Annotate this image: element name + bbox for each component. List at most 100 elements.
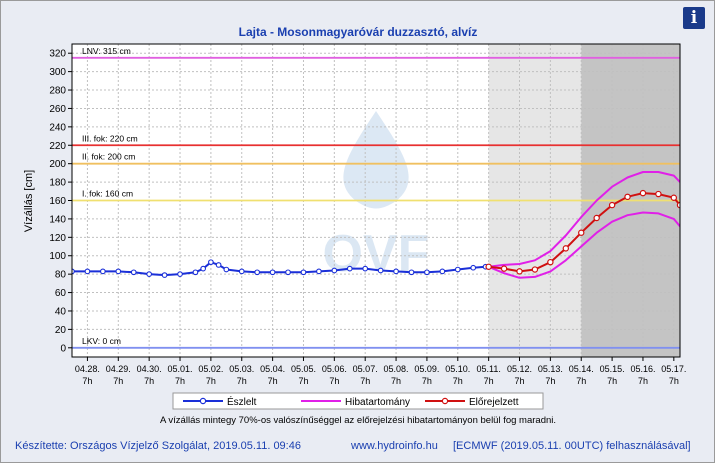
- info-button[interactable]: i: [683, 7, 705, 29]
- x-tick-label-date: 05.08.: [384, 364, 409, 374]
- x-tick-label-hour: 7h: [360, 376, 370, 386]
- x-tick-label-hour: 7h: [206, 376, 216, 386]
- forecast-point: [562, 245, 570, 252]
- legend-label-0: Észlelt: [227, 395, 257, 408]
- observed-point: [84, 268, 91, 275]
- x-tick-label-hour: 7h: [484, 376, 494, 386]
- x-tick-label-date: 05.02.: [198, 364, 223, 374]
- info-icon: i: [690, 8, 698, 28]
- x-tick-label-hour: 7h: [607, 376, 617, 386]
- forecast-point: [485, 263, 492, 270]
- ref-label-level2: II. fok: 200 cm: [82, 152, 135, 162]
- x-tick-label-date: 04.29.: [106, 364, 131, 374]
- watermark-drop: [343, 111, 409, 209]
- x-tick-label-hour: 7h: [576, 376, 586, 386]
- observed-point: [454, 266, 461, 273]
- observed-point: [470, 264, 477, 271]
- observed-point: [331, 267, 338, 274]
- x-tick-label-date: 05.01.: [168, 364, 193, 374]
- footer-credit: Készítette: Országos Vízjelző Szolgálat,…: [15, 440, 301, 452]
- observed-point: [316, 268, 322, 275]
- x-tick-label-hour: 7h: [268, 376, 278, 386]
- observed-point: [223, 266, 230, 273]
- forecast-point: [655, 190, 662, 198]
- y-tick-label: 180: [49, 178, 66, 189]
- observed-point: [300, 269, 307, 276]
- x-tick-label-date: 05.10.: [445, 364, 470, 374]
- y-tick-label: 40: [55, 306, 67, 317]
- observed-point: [439, 268, 446, 275]
- observed-point: [377, 267, 384, 274]
- y-tick-label: 220: [49, 141, 66, 152]
- x-tick-label-hour: 7h: [515, 376, 525, 386]
- observed-point: [215, 262, 222, 268]
- observed-point: [115, 268, 122, 275]
- observed-point: [200, 265, 207, 272]
- x-tick-label-date: 05.09.: [414, 364, 439, 374]
- observed-point: [362, 265, 369, 272]
- observed-point: [192, 269, 199, 276]
- observed-point: [130, 269, 137, 276]
- observed-point: [254, 269, 261, 276]
- x-tick-label-hour: 7h: [545, 376, 555, 386]
- x-tick-label-hour: 7h: [453, 376, 463, 386]
- forecast-point: [547, 258, 554, 266]
- x-tick-label-date: 05.11.: [476, 364, 500, 374]
- legend-marker-2: [441, 397, 449, 405]
- x-tick-label-hour: 7h: [298, 376, 308, 386]
- legend-marker-0: [199, 397, 207, 405]
- x-tick-label-date: 05.17.: [661, 364, 686, 374]
- x-tick-label-hour: 7h: [669, 376, 679, 386]
- forecast-point: [670, 194, 678, 201]
- y-tick-label: 300: [49, 67, 66, 78]
- observed-point: [238, 268, 245, 275]
- ref-label-LKV: LKV: 0 cm: [82, 336, 121, 346]
- x-tick-label-date: 05.04.: [260, 364, 285, 374]
- footer-source: [ECMWF (2019.05.11. 00UTC) felhasználásá…: [453, 440, 691, 452]
- forecast-point: [516, 268, 523, 275]
- forecast-point: [578, 229, 585, 236]
- ref-label-LNV: LNV: 315 cm: [82, 46, 131, 56]
- observed-point: [424, 269, 430, 276]
- forecast-point: [676, 201, 680, 209]
- x-tick-label-hour: 7h: [422, 376, 432, 386]
- x-tick-label-hour: 7h: [237, 376, 247, 386]
- hydroinfo-link[interactable]: www.hydroinfo.hu: [351, 440, 438, 452]
- forecast-point: [608, 201, 616, 209]
- observed-point: [346, 265, 353, 272]
- observed-point: [100, 268, 106, 275]
- legend-label-2: Előrejelzett: [469, 397, 519, 408]
- x-tick-label-date: 05.15.: [600, 364, 625, 374]
- x-tick-label-date: 05.13.: [538, 364, 563, 374]
- y-tick-label: 0: [60, 343, 66, 354]
- x-tick-label-hour: 7h: [329, 376, 339, 386]
- x-tick-label-date: 05.03.: [229, 364, 254, 374]
- x-tick-label-date: 05.14.: [569, 364, 594, 374]
- observed-point: [72, 268, 75, 275]
- uncertainty-note: A vízállás mintegy 70%-os valószínűségge…: [160, 415, 556, 426]
- forecast-point: [593, 214, 600, 222]
- x-tick-label-hour: 7h: [638, 376, 648, 386]
- x-tick-label-date: 05.07.: [353, 364, 378, 374]
- y-tick-label: 280: [49, 86, 66, 97]
- forecast-point: [500, 265, 508, 272]
- observed-point: [146, 271, 153, 277]
- water-level-chart: Lajta - Mosonmagyaróvár duzzasztó, alvíz…: [23, 25, 686, 426]
- x-tick-label-date: 05.06.: [322, 364, 347, 374]
- error-band-lower-line: [488, 211, 680, 279]
- forecast-point: [639, 189, 647, 197]
- y-axis-label: Vízállás [cm]: [23, 170, 35, 232]
- x-tick-label-date: 05.05.: [291, 364, 316, 374]
- legend-label-1: Hibatartomány: [345, 397, 410, 408]
- y-tick-label: 260: [49, 104, 66, 115]
- ref-label-level3: III. fok: 220 cm: [82, 133, 138, 143]
- observed-point: [408, 269, 415, 276]
- y-tick-label: 100: [49, 251, 66, 262]
- ref-label-level1: I. fok: 160 cm: [82, 189, 133, 199]
- observed-point: [208, 259, 214, 266]
- x-tick-label-date: 05.12.: [507, 364, 532, 374]
- legend-box: [172, 392, 544, 410]
- y-tick-label: 160: [49, 196, 66, 207]
- y-tick-label: 200: [49, 159, 66, 170]
